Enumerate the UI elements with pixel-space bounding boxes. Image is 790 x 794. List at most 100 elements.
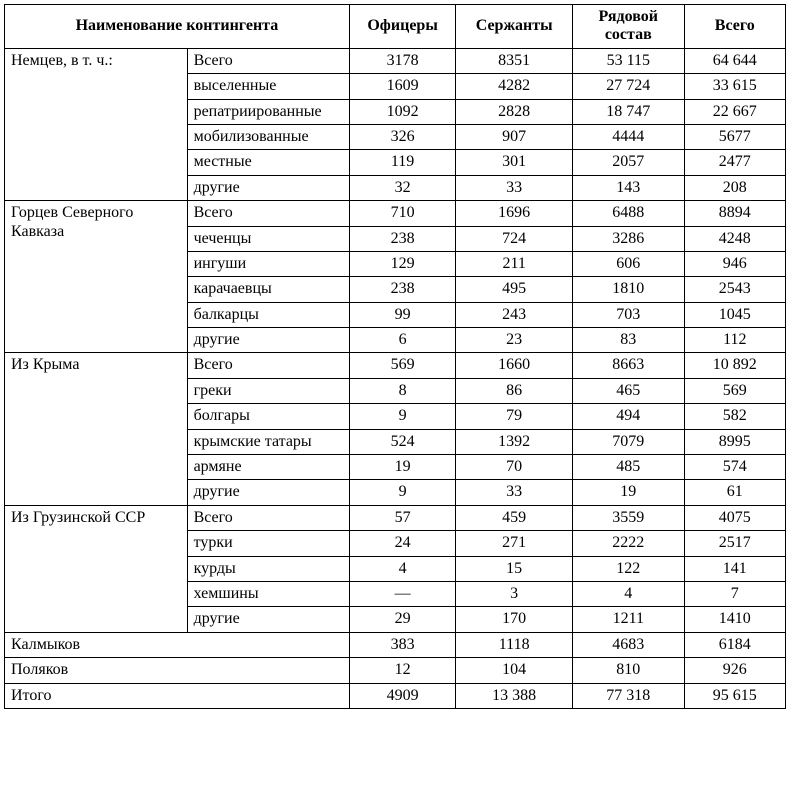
cell-total: 569: [684, 378, 785, 403]
cell-officers: 129: [349, 251, 456, 276]
group-label: Горцев Северного Кавказа: [5, 201, 188, 353]
cell-sergeants: 459: [456, 505, 573, 530]
cell-privates: 3286: [572, 226, 684, 251]
cell-officers: 119: [349, 150, 456, 175]
cell-sergeants: 170: [456, 607, 573, 632]
col-officers: Офицеры: [349, 5, 456, 49]
cell-sergeants: 79: [456, 404, 573, 429]
cell-sergeants: 33: [456, 480, 573, 505]
cell-sergeants: 4282: [456, 74, 573, 99]
cell-total: 582: [684, 404, 785, 429]
cell-officers: 99: [349, 302, 456, 327]
table-header-row: Наименование контингента Офицеры Сержант…: [5, 5, 786, 49]
group-label: Из Крыма: [5, 353, 188, 505]
cell-sergeants: 1660: [456, 353, 573, 378]
cell-officers: 9: [349, 404, 456, 429]
sub-label: крымские татары: [187, 429, 349, 454]
sub-label: другие: [187, 607, 349, 632]
cell-officers: 57: [349, 505, 456, 530]
cell-officers: 383: [349, 632, 456, 657]
cell-total: 8894: [684, 201, 785, 226]
col-name: Наименование контингента: [5, 5, 350, 49]
cell-privates: 606: [572, 251, 684, 276]
cell-sergeants: 301: [456, 150, 573, 175]
cell-privates: 3559: [572, 505, 684, 530]
cell-officers: 8: [349, 378, 456, 403]
cell-privates: 7079: [572, 429, 684, 454]
sub-label: карачаевцы: [187, 277, 349, 302]
sub-label: Всего: [187, 505, 349, 530]
table-container: Наименование контингента Офицеры Сержант…: [0, 0, 790, 713]
cell-officers: 1609: [349, 74, 456, 99]
cell-privates: 122: [572, 556, 684, 581]
cell-officers: 4: [349, 556, 456, 581]
cell-privates: 4: [572, 581, 684, 606]
cell-privates: 2057: [572, 150, 684, 175]
cell-officers: 710: [349, 201, 456, 226]
sub-label: другие: [187, 328, 349, 353]
cell-sergeants: 15: [456, 556, 573, 581]
sub-label: чеченцы: [187, 226, 349, 251]
row-label: Калмыков: [5, 632, 350, 657]
cell-total: 4248: [684, 226, 785, 251]
table-header: Наименование контингента Офицеры Сержант…: [5, 5, 786, 49]
cell-officers: 12: [349, 658, 456, 683]
sub-label: другие: [187, 480, 349, 505]
cell-total: 1045: [684, 302, 785, 327]
cell-privates: 53 115: [572, 48, 684, 73]
table-row: Калмыков 383 1118 4683 6184: [5, 632, 786, 657]
col-privates: Рядовой состав: [572, 5, 684, 49]
sub-label: балкарцы: [187, 302, 349, 327]
sub-label: ингуши: [187, 251, 349, 276]
cell-total: 1410: [684, 607, 785, 632]
cell-sergeants: 211: [456, 251, 573, 276]
cell-officers: 29: [349, 607, 456, 632]
table-row: Из Грузинской ССР Всего 57 459 3559 4075: [5, 505, 786, 530]
table-row: Горцев Северного Кавказа Всего 710 1696 …: [5, 201, 786, 226]
cell-privates: 6488: [572, 201, 684, 226]
cell-privates: 4444: [572, 124, 684, 149]
col-total: Всего: [684, 5, 785, 49]
row-label: Итого: [5, 683, 350, 708]
cell-privates: 143: [572, 175, 684, 200]
sub-label: репатриированные: [187, 99, 349, 124]
sub-label: другие: [187, 175, 349, 200]
cell-total: 141: [684, 556, 785, 581]
sub-label: Всего: [187, 201, 349, 226]
cell-officers: 4909: [349, 683, 456, 708]
cell-total: 10 892: [684, 353, 785, 378]
cell-privates: 2222: [572, 531, 684, 556]
cell-privates: 77 318: [572, 683, 684, 708]
cell-officers: 6: [349, 328, 456, 353]
cell-officers: 238: [349, 277, 456, 302]
cell-officers: 9: [349, 480, 456, 505]
cell-privates: 1810: [572, 277, 684, 302]
cell-privates: 8663: [572, 353, 684, 378]
cell-total: 22 667: [684, 99, 785, 124]
cell-officers: 24: [349, 531, 456, 556]
cell-total: 112: [684, 328, 785, 353]
cell-privates: 83: [572, 328, 684, 353]
sub-label: Всего: [187, 48, 349, 73]
cell-officers: 3178: [349, 48, 456, 73]
cell-privates: 465: [572, 378, 684, 403]
cell-total: 64 644: [684, 48, 785, 73]
contingent-table: Наименование контингента Офицеры Сержант…: [4, 4, 786, 709]
cell-officers: 238: [349, 226, 456, 251]
sub-label: местные: [187, 150, 349, 175]
cell-total: 6184: [684, 632, 785, 657]
cell-sergeants: 70: [456, 455, 573, 480]
cell-sergeants: 86: [456, 378, 573, 403]
sub-label: хемшины: [187, 581, 349, 606]
cell-privates: 18 747: [572, 99, 684, 124]
cell-sergeants: 1118: [456, 632, 573, 657]
cell-sergeants: 3: [456, 581, 573, 606]
cell-officers: 569: [349, 353, 456, 378]
cell-total: 5677: [684, 124, 785, 149]
cell-total: 2543: [684, 277, 785, 302]
table-row: Немцев, в т. ч.: Всего 3178 8351 53 115 …: [5, 48, 786, 73]
group-label: Из Грузинской ССР: [5, 505, 188, 632]
cell-sergeants: 1392: [456, 429, 573, 454]
table-row-total: Итого 4909 13 388 77 318 95 615: [5, 683, 786, 708]
table-body: Немцев, в т. ч.: Всего 3178 8351 53 115 …: [5, 48, 786, 708]
